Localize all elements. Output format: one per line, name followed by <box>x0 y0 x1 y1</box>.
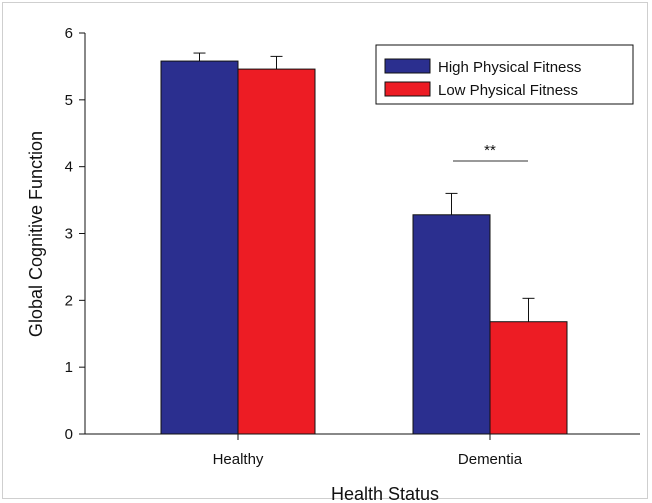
y-tick-label: 6 <box>65 25 73 42</box>
bar-low-dementia <box>489 321 568 435</box>
legend-swatch-low <box>384 81 431 97</box>
y-tick-label: 3 <box>65 226 73 243</box>
significance-annotation: ** <box>453 142 528 162</box>
y-tick-label: 4 <box>65 159 73 176</box>
y-tick-label: 5 <box>65 92 73 109</box>
significance-label: ** <box>484 142 496 159</box>
x-tick-label-healthy: Healthy <box>213 451 264 468</box>
legend: High Physical Fitness Low Physical Fitne… <box>375 44 634 105</box>
x-axis-title: Health Status <box>331 484 439 503</box>
legend-label-high: High Physical Fitness <box>438 59 581 76</box>
legend-swatch-high <box>384 58 431 74</box>
x-axis-ticks: Healthy Dementia <box>213 434 523 468</box>
y-axis-title: Global Cognitive Function <box>26 131 46 337</box>
bars <box>160 60 568 435</box>
bar-high-dementia <box>412 214 491 435</box>
bar-low-healthy <box>237 68 316 435</box>
error-bars <box>193 52 535 322</box>
y-axis-ticks: 0 1 2 3 4 5 6 <box>65 25 85 443</box>
x-tick-label-dementia: Dementia <box>458 451 523 468</box>
y-tick-label: 2 <box>65 292 73 309</box>
y-tick-label: 1 <box>65 359 73 376</box>
bar-high-healthy <box>160 60 239 435</box>
y-tick-label: 0 <box>65 426 73 443</box>
legend-label-low: Low Physical Fitness <box>438 82 578 99</box>
